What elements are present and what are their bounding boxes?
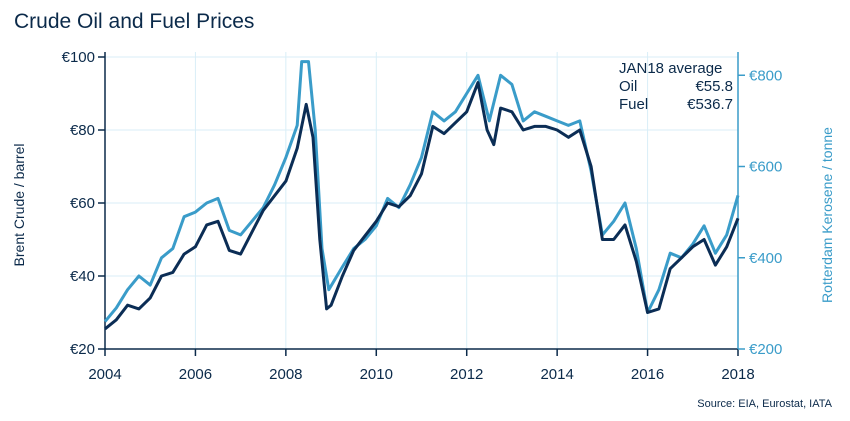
- kerosene-line: [103, 60, 740, 323]
- y-right-tick-label: €200: [749, 341, 782, 358]
- annotation-heading: JAN18 average: [619, 60, 722, 77]
- axes: 2004 2006 2008 2010 2012 2014 2016 2018 €20 €40 €6…: [62, 49, 783, 383]
- y-left-tick-label: €40: [70, 268, 95, 285]
- annotation-fuel-value: €536.7: [687, 96, 733, 113]
- y-right-tick-label: €400: [749, 250, 782, 267]
- series-lines: [103, 60, 740, 331]
- x-tick-label: 2008: [269, 366, 302, 383]
- y-left-tick-label: €60: [70, 195, 95, 212]
- annotation-oil-label: Oil: [619, 78, 637, 95]
- y-left-tick-label: €100: [62, 49, 95, 66]
- source-note: Source: EIA, Eurostat, IATA: [697, 398, 832, 410]
- annotation-box: JAN18 average Oil €55.8 Fuel €536.7: [619, 60, 733, 113]
- annotation-oil-value: €55.8: [695, 78, 733, 95]
- x-tick-label: 2018: [721, 366, 754, 383]
- y-axis-left-label: Brent Crude / barrel: [11, 144, 27, 267]
- x-tick-label: 2012: [450, 366, 483, 383]
- x-tick-label: 2014: [540, 366, 573, 383]
- x-tick-label: 2004: [88, 366, 121, 383]
- y-left-tick-label: €20: [70, 341, 95, 358]
- brent-crude-line: [104, 81, 740, 331]
- annotation-fuel-label: Fuel: [619, 96, 648, 113]
- chart-title: Crude Oil and Fuel Prices: [14, 10, 255, 33]
- y-right-tick-label: €800: [749, 67, 782, 84]
- y-left-tick-label: €80: [70, 122, 95, 139]
- x-tick-label: 2010: [360, 366, 393, 383]
- y-right-tick-label: €600: [749, 159, 782, 176]
- x-tick-label: 2006: [179, 366, 212, 383]
- y-axis-right-label: Rotterdam Kerosene / tonne: [819, 127, 835, 303]
- x-tick-label: 2016: [631, 366, 664, 383]
